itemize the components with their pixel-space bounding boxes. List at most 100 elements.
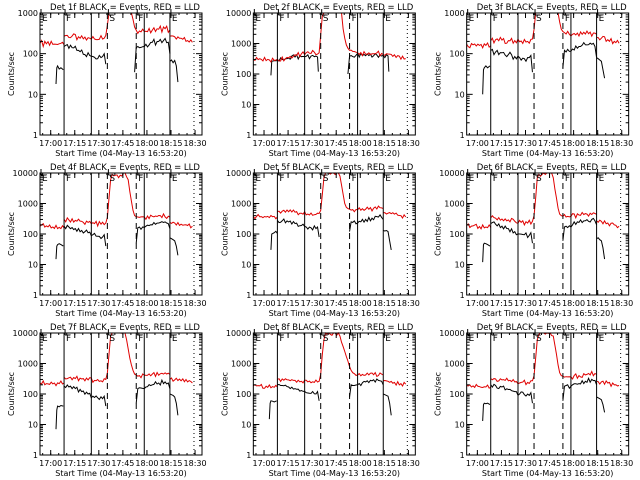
- marker-label: F: [66, 334, 71, 344]
- x-tick-label: 17:00: [39, 139, 62, 148]
- marker-label: S: [323, 334, 329, 344]
- series-lld-line: [253, 383, 278, 389]
- y-tick-label: 10000: [439, 329, 464, 338]
- x-tick-label: 18:30: [184, 459, 207, 468]
- marker-label: E: [599, 174, 605, 184]
- marker-bracket: [321, 329, 327, 336]
- marker-label: F: [352, 14, 357, 24]
- x-tick-label: 17:00: [39, 459, 62, 468]
- marker-label: F: [279, 174, 284, 184]
- series-events-line: [270, 230, 278, 250]
- series-events-line: [562, 376, 598, 401]
- marker-bracket: [350, 329, 356, 336]
- x-tick-label: 17:45: [538, 459, 561, 468]
- y-axis-label: Counts/sec: [220, 212, 229, 256]
- x-tick-label: 17:00: [252, 459, 275, 468]
- series-events-line: [562, 217, 598, 241]
- series-lld-line: [39, 222, 65, 230]
- x-tick-label: 17:15: [63, 459, 86, 468]
- marker-label: S: [109, 14, 115, 24]
- y-tick-label: 1: [33, 131, 38, 140]
- y-tick-label: 1000: [231, 360, 251, 369]
- marker-label: F: [352, 174, 357, 184]
- series-events-line: [135, 378, 171, 404]
- series-lld-line: [490, 172, 597, 227]
- marker-label: S: [323, 14, 329, 24]
- marker-bracket: [534, 169, 541, 176]
- series-events-line: [490, 383, 533, 404]
- x-tick-label: 18:15: [373, 299, 396, 308]
- x-axis-label: Start Time (04-May-13 16:53:20): [482, 149, 613, 158]
- y-tick-label: 100: [449, 390, 464, 399]
- y-tick-label: 1: [460, 291, 465, 300]
- y-tick-label: 10: [241, 101, 251, 110]
- y-tick-label: 100: [236, 230, 251, 239]
- x-tick-label: 18:00: [349, 459, 372, 468]
- marker-label: S: [536, 14, 542, 24]
- y-axis-label: Counts/sec: [434, 52, 443, 96]
- series-events-line: [482, 65, 491, 95]
- y-tick-label: 1: [246, 291, 251, 300]
- marker-label: E: [172, 334, 178, 344]
- y-tick-label: 10: [454, 261, 464, 270]
- plot-frame: [466, 12, 630, 136]
- marker-bracket: [64, 9, 71, 16]
- x-tick-label: 17:30: [87, 299, 110, 308]
- y-tick-label: 1000: [231, 200, 251, 209]
- marker-label: E: [255, 14, 261, 24]
- series-lld-line: [277, 332, 384, 384]
- series-events-line: [277, 218, 320, 238]
- x-tick-label: 17:45: [111, 459, 134, 468]
- y-tick-label: 10000: [13, 329, 38, 338]
- x-tick-label: 17:30: [301, 299, 324, 308]
- marker-label: F: [565, 334, 570, 344]
- panel-title: Det 8f BLACK = Events, RED = LLD: [263, 323, 413, 333]
- marker-bracket: [277, 329, 284, 336]
- marker-bracket: [277, 169, 284, 176]
- marker-bracket: [563, 169, 569, 176]
- x-axis-label: Start Time (04-May-13 16:53:20): [482, 309, 613, 318]
- x-tick-label: 17:45: [325, 139, 348, 148]
- panel-title: Det 7f BLACK = Events, RED = LLD: [50, 323, 200, 333]
- marker-label: F: [352, 334, 357, 344]
- y-tick-label: 10: [28, 421, 38, 430]
- x-tick-label: 17:15: [277, 299, 300, 308]
- y-tick-label: 1000: [444, 360, 464, 369]
- marker-bracket: [491, 169, 497, 176]
- y-axis-label: Counts/sec: [7, 212, 16, 256]
- x-tick-label: 18:15: [159, 459, 182, 468]
- x-axis-label: Start Time (04-May-13 16:53:20): [269, 469, 400, 478]
- x-tick-label: 18:15: [586, 139, 609, 148]
- x-axis-label: Start Time (04-May-13 16:53:20): [482, 469, 613, 478]
- series-events-line: [490, 48, 533, 73]
- x-tick-label: 17:00: [466, 459, 489, 468]
- marker-label: E: [385, 334, 391, 344]
- series-events-line: [169, 393, 179, 416]
- series-lld-line: [277, 172, 384, 216]
- panel-title: Det 6f BLACK = Events, RED = LLD: [477, 163, 627, 173]
- series-lld-line: [466, 223, 492, 230]
- y-tick-label: 10: [454, 90, 464, 99]
- y-tick-label: 10: [28, 261, 38, 270]
- x-tick-label: 17:00: [466, 299, 489, 308]
- panel-title: Det 2f BLACK = Events, RED = LLD: [263, 3, 413, 13]
- y-tick-label: 1: [33, 291, 38, 300]
- x-tick-label: 17:45: [325, 299, 348, 308]
- marker-label: E: [469, 334, 475, 344]
- x-tick-label: 17:00: [252, 299, 275, 308]
- series-events-line: [55, 64, 64, 85]
- x-tick-label: 18:15: [586, 299, 609, 308]
- series-events-line: [277, 383, 320, 401]
- y-tick-label: 1: [246, 451, 251, 460]
- x-tick-label: 18:00: [349, 299, 372, 308]
- x-tick-label: 17:15: [490, 299, 513, 308]
- marker-bracket: [534, 9, 541, 16]
- x-tick-label: 18:15: [586, 459, 609, 468]
- marker-bracket: [350, 9, 356, 16]
- marker-label: F: [138, 14, 143, 24]
- y-tick-label: 1: [33, 451, 38, 460]
